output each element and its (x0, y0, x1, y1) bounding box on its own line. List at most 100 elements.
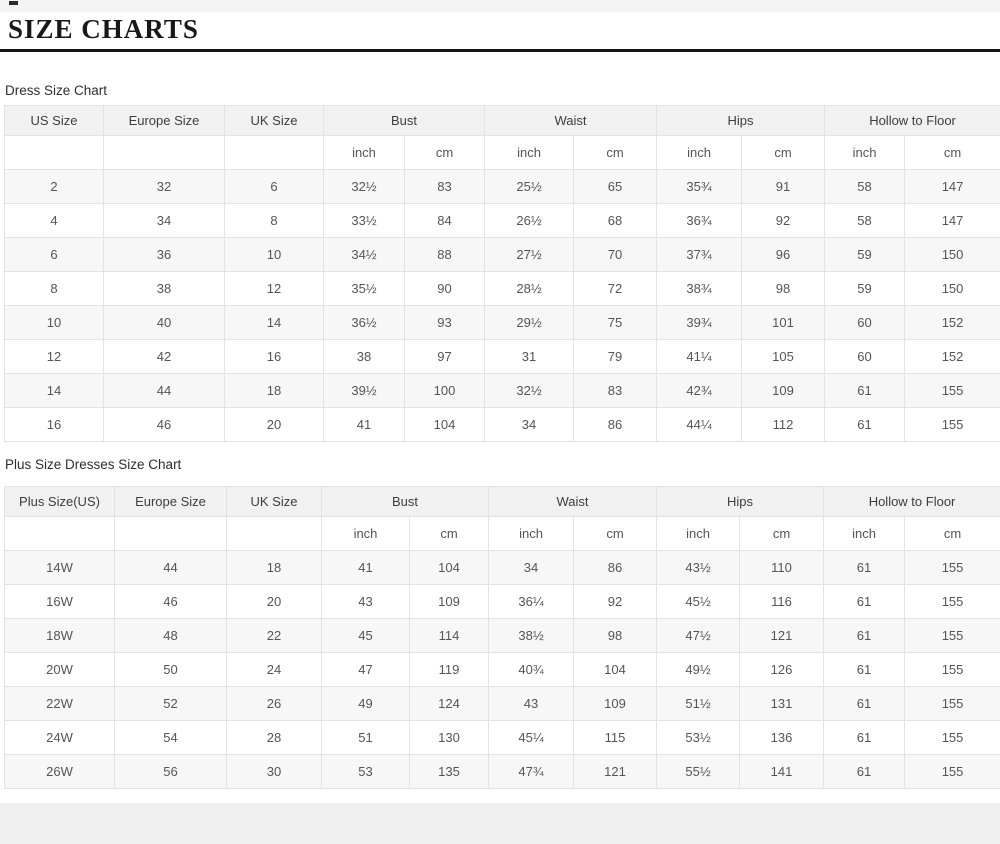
table-cell: 75 (574, 306, 657, 340)
table-cell: 83 (574, 374, 657, 408)
table-cell: 12 (5, 340, 104, 374)
table-cell: 29½ (485, 306, 574, 340)
table-cell: 54 (115, 721, 227, 755)
table-cell: 130 (410, 721, 489, 755)
table-cell: 61 (824, 619, 905, 653)
footer-strip (0, 803, 1000, 844)
table-cell: 116 (740, 585, 824, 619)
table-cell: 41 (324, 408, 405, 442)
header-row: US Size Europe Size UK Size Bust Waist H… (5, 106, 1000, 136)
table-cell: 155 (905, 551, 1000, 585)
table-cell: 61 (824, 721, 905, 755)
table-cell: 79 (574, 340, 657, 374)
table-cell: 152 (905, 340, 1000, 374)
empty-cell (5, 517, 115, 551)
unit-cm: cm (410, 517, 489, 551)
table-cell: 121 (574, 755, 657, 789)
table-cell: 26 (227, 687, 322, 721)
table-cell: 92 (742, 204, 825, 238)
table-cell: 8 (225, 204, 324, 238)
table-cell: 50 (115, 653, 227, 687)
table-cell: 90 (405, 272, 485, 306)
table-cell: 14W (5, 551, 115, 585)
table-cell: 61 (824, 687, 905, 721)
table-cell: 53½ (657, 721, 740, 755)
empty-cell (104, 136, 225, 170)
table-cell: 32 (104, 170, 225, 204)
table-cell: 34 (489, 551, 574, 585)
table-cell: 45 (322, 619, 410, 653)
table-cell: 68 (574, 204, 657, 238)
table-cell: 28 (227, 721, 322, 755)
table-cell: 98 (574, 619, 657, 653)
table-cell: 53 (322, 755, 410, 789)
table-cell: 16 (225, 340, 324, 374)
title-rule (0, 49, 1000, 52)
table-cell: 35¾ (657, 170, 742, 204)
table-cell: 47 (322, 653, 410, 687)
table-cell: 136 (740, 721, 824, 755)
table-cell: 86 (574, 551, 657, 585)
table-cell: 61 (825, 374, 905, 408)
table-cell: 36¼ (489, 585, 574, 619)
table-cell: 14 (225, 306, 324, 340)
group-header-bust: Bust (322, 487, 489, 517)
table-cell: 34 (104, 204, 225, 238)
table-cell: 115 (574, 721, 657, 755)
table-cell: 147 (905, 204, 1000, 238)
table-cell: 98 (742, 272, 825, 306)
table-cell: 4 (5, 204, 104, 238)
table-cell: 25½ (485, 170, 574, 204)
header-row: Plus Size(US) Europe Size UK Size Bust W… (5, 487, 1000, 517)
table-cell: 121 (740, 619, 824, 653)
table-cell: 40 (104, 306, 225, 340)
table-cell: 41 (322, 551, 410, 585)
table-cell: 32½ (324, 170, 405, 204)
table-cell: 38½ (489, 619, 574, 653)
table-cell: 49½ (657, 653, 740, 687)
crop-artifact (9, 1, 18, 5)
unit-cm: cm (905, 517, 1000, 551)
section-label-dress: Dress Size Chart (5, 83, 1000, 98)
table-cell: 70 (574, 238, 657, 272)
table-cell: 31 (485, 340, 574, 374)
table-cell: 38 (104, 272, 225, 306)
table-cell: 39¾ (657, 306, 742, 340)
table-cell: 65 (574, 170, 657, 204)
unit-inch: inch (485, 136, 574, 170)
table-cell: 26W (5, 755, 115, 789)
table-cell: 155 (905, 653, 1000, 687)
table-cell: 44¼ (657, 408, 742, 442)
table-cell: 20 (227, 585, 322, 619)
table-cell: 86 (574, 408, 657, 442)
table-cell: 124 (410, 687, 489, 721)
table-cell: 51½ (657, 687, 740, 721)
table-cell: 40¾ (489, 653, 574, 687)
table-cell: 6 (5, 238, 104, 272)
table-cell: 56 (115, 755, 227, 789)
table-cell: 34 (485, 408, 574, 442)
table-cell: 24W (5, 721, 115, 755)
unit-inch: inch (657, 517, 740, 551)
table-cell: 45¼ (489, 721, 574, 755)
table-cell: 12 (225, 272, 324, 306)
table-cell: 112 (742, 408, 825, 442)
table-cell: 47¾ (489, 755, 574, 789)
table-cell: 44 (115, 551, 227, 585)
table-cell: 155 (905, 755, 1000, 789)
units-row: inch cm inch cm inch cm inch cm (5, 517, 1000, 551)
table-cell: 61 (824, 585, 905, 619)
table-cell: 104 (410, 551, 489, 585)
table-cell: 46 (115, 585, 227, 619)
table-cell: 16 (5, 408, 104, 442)
table-cell: 97 (405, 340, 485, 374)
table-cell: 135 (410, 755, 489, 789)
col-header-uk-size: UK Size (227, 487, 322, 517)
